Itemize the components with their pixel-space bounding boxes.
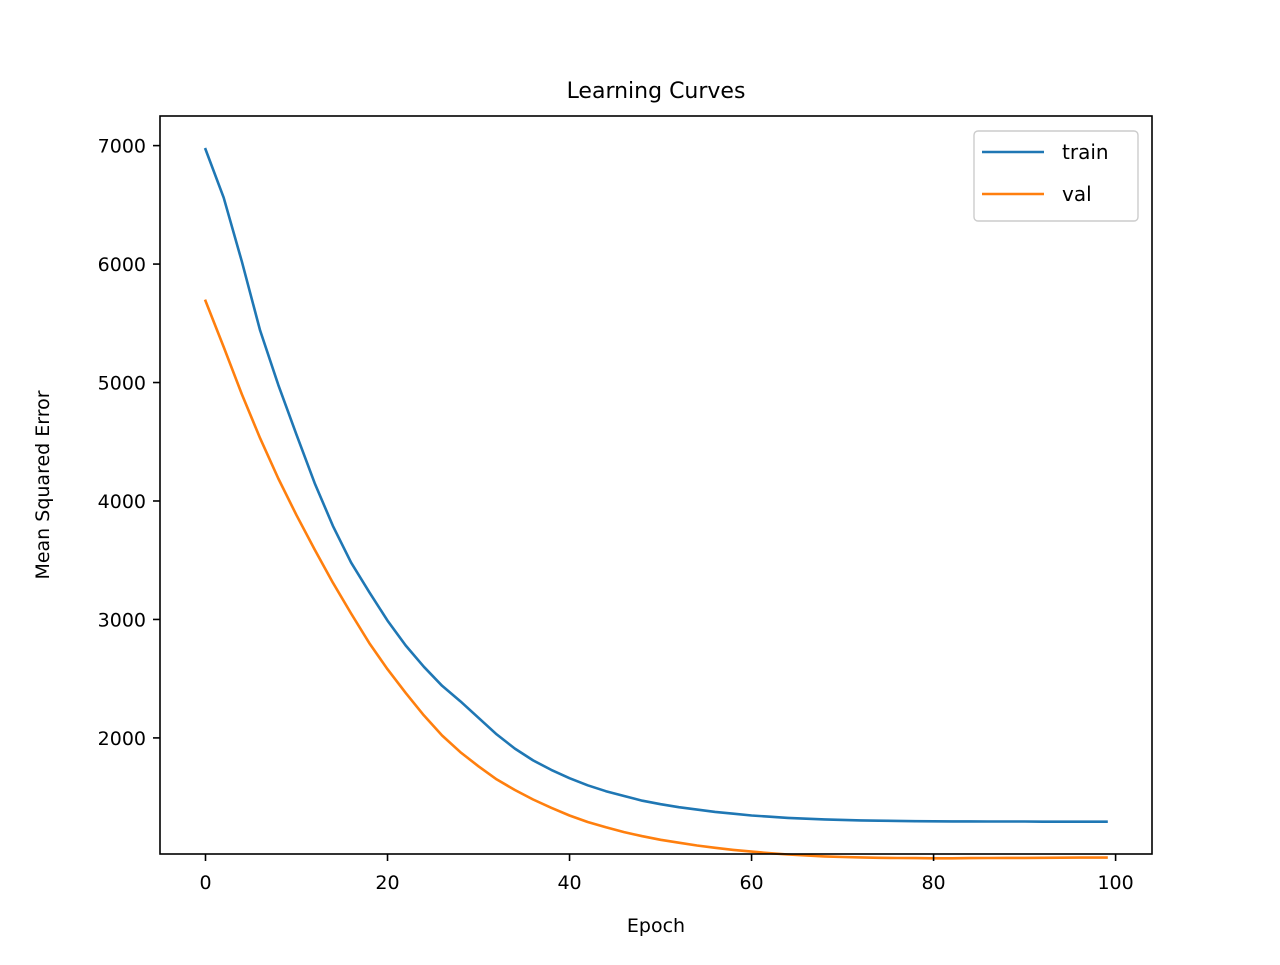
x-tick-label: 40	[557, 872, 581, 894]
legend-label-val: val	[1062, 182, 1092, 206]
y-tick-label: 2000	[98, 728, 146, 750]
legend-label-train: train	[1062, 140, 1109, 164]
legend: train val	[973, 130, 1139, 222]
x-tick-label: 60	[739, 872, 763, 894]
axes-frame	[159, 115, 1153, 855]
y-tick-label: 3000	[98, 609, 146, 631]
y-tick-label: 5000	[98, 373, 146, 395]
y-axis-label: Mean Squared Error	[32, 390, 54, 579]
x-tick-label: 20	[375, 872, 399, 894]
x-tick-label: 100	[1097, 872, 1133, 894]
y-tick-label: 4000	[98, 491, 146, 513]
x-tick-label: 80	[921, 872, 945, 894]
legend-box	[973, 130, 1139, 222]
x-axis-label: Epoch	[627, 915, 685, 937]
x-tick-label: 0	[199, 872, 211, 894]
chart-title: Learning Curves	[567, 79, 746, 104]
series-line-train	[203, 147, 1108, 824]
series-line-val	[203, 299, 1108, 860]
axes: 0 20 40 60 80 100 2000 3000 4000 5000 6000 7000	[98, 115, 1153, 894]
plot-area	[203, 147, 1108, 860]
y-tick-label: 7000	[98, 136, 146, 158]
y-tick-label: 6000	[98, 254, 146, 276]
